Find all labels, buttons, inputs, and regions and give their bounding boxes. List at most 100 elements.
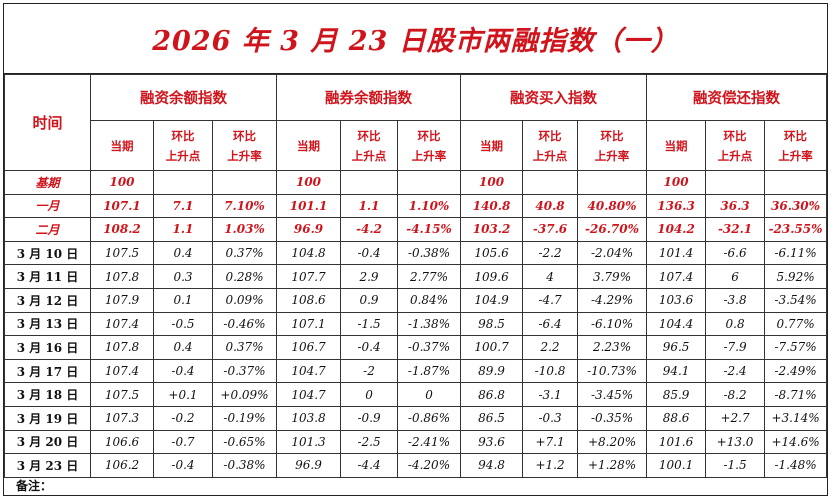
table-cell: 0.77% xyxy=(764,311,828,337)
table-cell: -26.70% xyxy=(577,217,648,242)
row-label: 3 月 13 日 xyxy=(4,311,91,337)
table-row: 二月 108.2 1.1 1.03% 96.9 -4.2 -4.15% 103.2 -37.6-… xyxy=(4,217,828,242)
table-cell xyxy=(340,170,399,195)
sub-header-points-line2: 上升点 xyxy=(717,148,753,163)
table-cell: 0 xyxy=(340,382,399,407)
group-header-financing-purchase: 融资买入指数 xyxy=(460,74,648,121)
table-cell: -2.4 xyxy=(705,358,766,384)
sub-header-rate-line1: 环比 xyxy=(417,128,441,143)
table-cell: 6 xyxy=(705,264,766,289)
table-cell: -0.65% xyxy=(211,429,278,455)
table-cell: -0.2 xyxy=(153,405,213,431)
table-cell: -0.4 xyxy=(340,240,399,266)
table-row: 一月 107.1 7.1 7.10% 101.1 1.1 1.10% 140.8 40.8 40.… xyxy=(4,193,828,219)
table-cell: 2.77% xyxy=(397,264,462,289)
table-cell: -0.38% xyxy=(397,240,462,266)
table-cell: 136.3 xyxy=(646,193,707,219)
table-cell: 107.4 xyxy=(90,358,154,384)
table-row: 3 月 23 日 106.2 -0.4 -0.38% 96.9 -4.4 -4.20% 94.… xyxy=(4,453,828,478)
table-cell: 104.4 xyxy=(646,311,707,337)
table-cell: 96.9 xyxy=(276,217,342,242)
table-cell: -1.5 xyxy=(705,453,766,478)
table-cell: 104.7 xyxy=(276,382,342,407)
table-cell: 101.1 xyxy=(276,193,342,219)
table-cell: 104.2 xyxy=(646,217,707,242)
table-cell: -0.5 xyxy=(153,311,213,337)
table-cell: -2.2 xyxy=(522,240,579,266)
sub-header-current: 当期 xyxy=(276,120,342,171)
sub-header-points-line2: 上升点 xyxy=(532,148,568,163)
table-cell: 0.84% xyxy=(397,287,462,313)
table-cell: 98.5 xyxy=(460,311,524,337)
table-cell: -4.4 xyxy=(340,453,399,478)
table-cell: 3.79% xyxy=(577,264,648,289)
table-cell: 0 xyxy=(397,382,462,407)
table-cell: -1.48% xyxy=(764,453,828,478)
table-cell: -0.38% xyxy=(211,453,278,478)
table-cell: 0.9 xyxy=(340,287,399,313)
table-cell: 36.30% xyxy=(764,193,828,219)
table-cell: +8.20% xyxy=(577,429,648,455)
table-cell: 103.2 xyxy=(460,217,524,242)
table-cell: 96.9 xyxy=(276,453,342,478)
table-cell: 107.3 xyxy=(90,405,154,431)
table-cell: 104.7 xyxy=(276,358,342,384)
sub-header-rate-line2: 上升率 xyxy=(227,148,262,163)
table-cell: -0.4 xyxy=(153,453,213,478)
table-cell: -0.37% xyxy=(397,335,462,360)
table-cell: 5.92% xyxy=(764,264,828,289)
table-cell: 100 xyxy=(90,170,154,195)
sub-header-current: 当期 xyxy=(646,120,707,171)
table-cell: +0.1 xyxy=(153,382,213,407)
table-cell: -2.04% xyxy=(577,240,648,266)
row-label: 3 月 12 日 xyxy=(4,287,91,313)
table-cell xyxy=(577,170,648,195)
table-cell: 107.7 xyxy=(276,264,342,289)
table-cell: -0.86% xyxy=(397,405,462,431)
table-cell: 94.8 xyxy=(460,453,524,478)
table-cell: 2.2 xyxy=(522,335,579,360)
table-cell: 93.6 xyxy=(460,429,524,455)
sub-header-points-line1: 环比 xyxy=(357,128,381,143)
table-cell: 7.1 xyxy=(153,193,213,219)
table-cell: 107.4 xyxy=(90,311,154,337)
table-cell: +0.09% xyxy=(211,382,278,407)
table-cell: +13.0 xyxy=(705,429,766,455)
table-cell: 85.9 xyxy=(646,382,707,407)
table-cell: 40.8 xyxy=(522,193,579,219)
table-cell: 86.5 xyxy=(460,405,524,431)
table-cell: 104.8 xyxy=(276,240,342,266)
table-row: 基期 100 100 100 100 xyxy=(4,170,828,195)
sub-header-rate: 环比 上升率 xyxy=(764,120,828,171)
table-cell: 107.1 xyxy=(90,193,154,219)
table-cell: +1.28% xyxy=(577,453,648,478)
table-cell: -1.38% xyxy=(397,311,462,337)
time-header: 时间 xyxy=(4,74,91,171)
table-cell: -4.15% xyxy=(397,217,462,242)
table-row: 3 月 11 日 107.8 0.3 0.28% 107.7 2.9 2.77% 109.6 4… xyxy=(4,264,828,289)
table-cell: -4.2 xyxy=(340,217,399,242)
row-label: 3 月 16 日 xyxy=(4,335,91,360)
table-cell: 0.37% xyxy=(211,335,278,360)
page-title: 2026 年 3 月 23 日股市两融指数（一） xyxy=(4,4,827,74)
table-cell: -4.20% xyxy=(397,453,462,478)
table-cell: 36.3 xyxy=(705,193,766,219)
table-cell: 107.9 xyxy=(90,287,154,313)
table-row: 3 月 13 日 107.4 -0.5 -0.46% 107.1 -1.5 -1.38% 98… xyxy=(4,311,828,337)
group-header-financing-balance: 融资余额指数 xyxy=(89,74,278,121)
table-cell: -3.54% xyxy=(764,287,828,313)
table-cell: -2.41% xyxy=(397,429,462,455)
table-cell: 94.1 xyxy=(646,358,707,384)
sub-header-rate-line2: 上升率 xyxy=(778,148,813,163)
sub-header-rate: 环比 上升率 xyxy=(211,120,278,171)
table-cell: -6.10% xyxy=(577,311,648,337)
sub-header-rate: 环比 上升率 xyxy=(577,120,648,171)
table-cell: -37.6 xyxy=(522,217,579,242)
table-row: 3 月 19 日 107.3 -0.2 -0.19% 103.8 -0.9 -0.86% 86… xyxy=(4,405,828,431)
sub-header-rate-line1: 环比 xyxy=(600,128,624,143)
sub-header-rate-line1: 环比 xyxy=(233,128,256,143)
table-cell: 7.10% xyxy=(211,193,278,219)
table-cell: -6.4 xyxy=(522,311,579,337)
table-cell xyxy=(522,170,579,195)
row-label: 基期 xyxy=(4,170,91,195)
